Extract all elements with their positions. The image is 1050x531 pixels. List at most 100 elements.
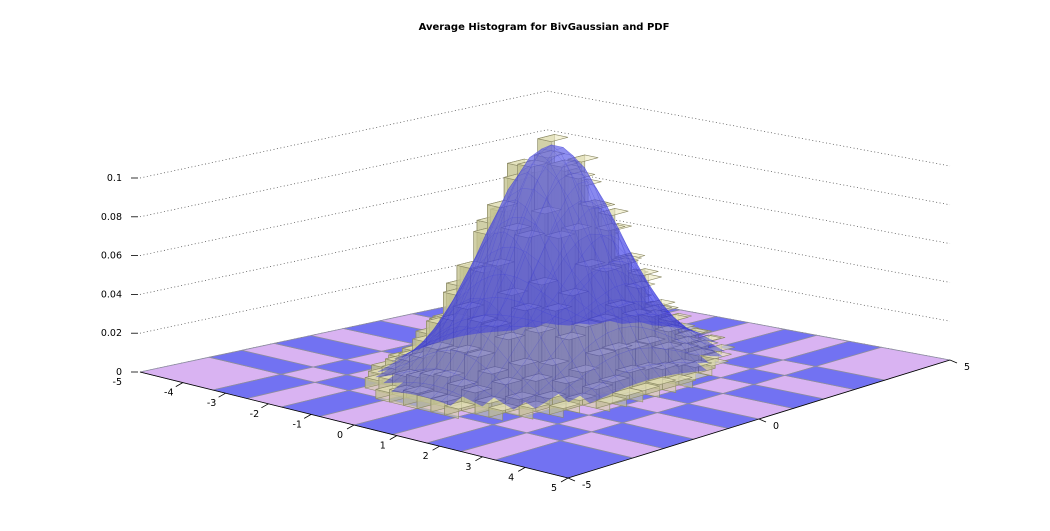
histogram-bar-top (594, 223, 626, 232)
histogram-bar-top (481, 319, 512, 328)
pdf-surface-patch (589, 233, 612, 269)
pdf-surface-patch (593, 360, 616, 383)
pdf-surface-patch (648, 286, 671, 318)
x-tick-mark (175, 382, 183, 387)
pdf-surface-patch (444, 350, 467, 374)
pdf-surface-patch (492, 246, 515, 276)
histogram-bar-top (494, 331, 526, 341)
pdf-surface-patch (511, 251, 534, 300)
pdf-surface-patch (521, 271, 544, 319)
pdf-surface-patch (534, 197, 558, 247)
pdf-surface-patch (548, 371, 571, 394)
pdf-surface-patch (616, 302, 640, 317)
pdf-surface-patch (691, 338, 713, 351)
pdf-surface-patch (640, 321, 663, 326)
pdf-surface-patch (679, 325, 701, 334)
pdf-surface-patch (605, 286, 628, 307)
histogram-bar-top (628, 268, 659, 277)
pdf-surface-patch (587, 315, 611, 324)
histogram-bar-top (645, 376, 676, 386)
pdf-surface-patch (418, 337, 441, 350)
pdf-surface-patch (638, 313, 661, 323)
pdf-surface-patch (639, 267, 661, 303)
pdf-surface-patch (412, 368, 436, 384)
pdf-surface-patch (703, 342, 725, 352)
pdf-surface-patch (632, 301, 655, 331)
pdf-surface-patch (633, 283, 656, 306)
pdf-surface-patch (568, 200, 591, 242)
pdf-surface-patch (443, 277, 465, 316)
pdf-surface-patch (459, 279, 482, 311)
histogram-bar-top (514, 230, 545, 239)
pdf-surface-patch (679, 331, 702, 349)
pdf-surface-patch (599, 267, 622, 301)
pdf-surface-patch (484, 202, 507, 244)
histogram-bar-top (701, 351, 732, 360)
pdf-surface-patch (585, 299, 609, 316)
pdf-surface-patch (613, 241, 636, 283)
histogram-bar-top (588, 313, 619, 322)
histogram-bar-top (591, 264, 622, 273)
pdf-surface-patch (461, 298, 484, 321)
pdf-surface-patch (566, 240, 589, 287)
histogram-bar-top (658, 314, 689, 323)
histogram-bar-top (403, 385, 434, 394)
pdf-surface-patch (585, 305, 608, 341)
pdf-surface-patch (627, 246, 650, 287)
pdf-surface-patch (628, 348, 651, 368)
pdf-surface-patch (486, 189, 509, 234)
pdf-surface-patch (598, 206, 621, 241)
x-tick-mark (518, 467, 526, 472)
pdf-surface-patch (562, 270, 585, 298)
pdf-surface-patch (631, 265, 654, 296)
pdf-surface-patch (653, 294, 675, 319)
pdf-surface-patch (550, 341, 573, 373)
pdf-surface-patch (478, 223, 501, 265)
pdf-surface-patch (468, 297, 491, 332)
pdf-surface-patch (618, 326, 641, 351)
z-tick-label: 0.08 (101, 212, 122, 223)
y-tick-label: -5 (582, 480, 591, 491)
pdf-surface-patch (674, 317, 697, 334)
pdf-surface-patch (400, 382, 424, 395)
pdf-surface-patch (591, 201, 614, 243)
pdf-surface-patch (686, 352, 710, 363)
pdf-surface-patch (499, 282, 522, 326)
pdf-surface-patch (607, 306, 630, 319)
pdf-surface-patch (427, 326, 450, 344)
pdf-surface-patch (655, 305, 677, 323)
pdf-surface-patch (663, 348, 686, 363)
pdf-surface-patch (554, 307, 578, 321)
x-tick-label: -4 (164, 388, 173, 399)
histogram-bar-top (571, 319, 603, 328)
z-tick-label: 0.1 (107, 173, 122, 184)
pdf-surface-patch (448, 297, 471, 330)
pdf-surface-patch (595, 292, 618, 312)
pdf-surface-patch (583, 339, 606, 369)
pdf-surface-patch (546, 180, 569, 225)
pdf-surface-patch (615, 227, 638, 270)
pdf-surface-patch (523, 320, 547, 328)
pdf-surface-patch (464, 360, 487, 385)
histogram-bar-top (612, 387, 643, 397)
histogram-bar-top (497, 287, 529, 296)
pdf-surface-patch (401, 340, 424, 358)
pdf-surface-patch (483, 376, 506, 398)
histogram-bar-top (464, 349, 495, 358)
pdf-surface-patch (675, 350, 698, 364)
pdf-surface-patch (609, 234, 633, 267)
pdf-surface-patch (426, 328, 450, 355)
pdf-surface-patch (475, 314, 499, 328)
pdf-surface-patch (474, 214, 497, 259)
pdf-surface-patch (462, 243, 485, 286)
pdf-surface-patch (407, 341, 430, 364)
histogram-bar-top (651, 341, 682, 350)
histogram-bar-top (608, 257, 639, 266)
histogram-bar-top (500, 222, 532, 232)
pdf-surface-patch (617, 227, 640, 268)
pdf-surface-patch (581, 368, 604, 390)
pdf-surface-patch (409, 333, 432, 357)
pdf-surface-patch (667, 323, 690, 345)
pdf-surface-patch (602, 261, 625, 288)
histogram-bar-top (522, 373, 553, 382)
